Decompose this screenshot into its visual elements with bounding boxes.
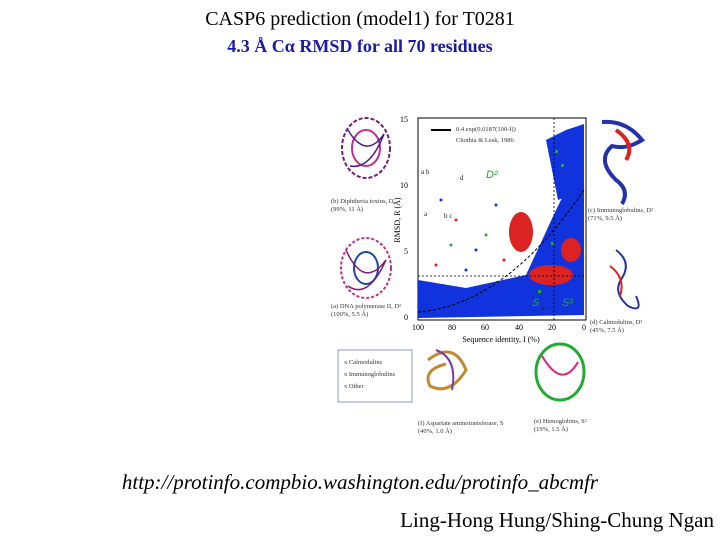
- key-box: [337, 349, 413, 403]
- y-tick-label: 10: [400, 181, 408, 190]
- caption-a: (a) DNA polymerase II, D²: [331, 303, 401, 310]
- caption-e: (19%, 1.5 Å): [534, 425, 568, 433]
- red-point-cloud: [509, 212, 581, 285]
- slide-subtitle: 4.3 Å Cα RMSD for all 70 residues: [227, 36, 493, 56]
- point-label: f: [532, 294, 535, 302]
- point-label: a: [424, 210, 428, 218]
- x-tick-label: 40: [515, 323, 523, 332]
- region-label-s: S: [532, 297, 540, 309]
- y-axis-label: RMSD, R (Å): [393, 197, 402, 242]
- caption-d: (d) Calmodulins, D²: [590, 319, 642, 326]
- legend-line-label: 0.4 exp(0.0187(100-I)): [456, 126, 516, 133]
- point-label: a b: [421, 168, 430, 176]
- caption-e: (e) Hemoglobins, S²: [534, 418, 587, 425]
- slide-title: CASP6 prediction (model1) for T0281: [205, 8, 515, 30]
- author-names: Ling-Hong Hung/Shing-Chung Ngan: [400, 508, 714, 532]
- protein-thumbnail-d: [609, 249, 640, 310]
- x-tick-label: 80: [448, 323, 456, 332]
- x-axis-label: Sequence identity, I (%): [462, 335, 540, 344]
- point-label: d: [460, 174, 464, 182]
- point-label: b c: [444, 212, 452, 220]
- caption-f: (40%, 1.0 Å): [418, 427, 452, 435]
- legend-ref-label: Chothia & Lesk, 1986: [456, 137, 515, 144]
- project-url[interactable]: http://protinfo.compbio.washington.edu/p…: [121, 470, 599, 494]
- key-item: x Immunoglobulins: [344, 371, 396, 378]
- x-tick-label: 0: [582, 323, 586, 332]
- rmsd-figure: 0.4 exp(0.0187(100-I)) Chothia & Lesk, 1…: [331, 115, 653, 435]
- caption-b: (b) Diphtheria toxins, D: [331, 198, 394, 205]
- caption-c: (c) Immunoglobulins, D²: [588, 207, 653, 214]
- y-tick-label: 0: [404, 313, 408, 322]
- protein-thumbnail-b: [341, 117, 391, 179]
- caption-c: (71%, 9.5 Å): [588, 214, 622, 222]
- protein-thumbnail-c: [601, 119, 645, 205]
- scatter-dots: [434, 198, 506, 272]
- point-label: e: [542, 304, 545, 312]
- protein-thumbnail-e: [534, 342, 586, 402]
- fit-curve: [417, 189, 585, 313]
- y-tick-label: 5: [404, 247, 408, 256]
- x-tick-label: 100: [412, 323, 424, 332]
- key-item: x Other: [344, 383, 365, 390]
- caption-a: (100%, 5.5 Å): [331, 310, 368, 318]
- caption-f: (f) Aspartate aminotransferase, S: [418, 420, 504, 427]
- caption-d: (45%, 7.5 Å): [590, 326, 624, 334]
- green-points: [538, 150, 564, 293]
- protein-thumbnail-a: [340, 237, 392, 299]
- region-label-d2: D²: [486, 169, 498, 181]
- x-tick-label: 20: [548, 323, 556, 332]
- x-tick-label: 60: [481, 323, 489, 332]
- region-label-s2: S²: [562, 297, 573, 309]
- key-item: x Calmodulins: [344, 359, 383, 366]
- protein-thumbnail-f: [426, 349, 468, 391]
- caption-b: (99%, 11 Å): [331, 205, 363, 213]
- y-tick-label: 15: [400, 115, 408, 124]
